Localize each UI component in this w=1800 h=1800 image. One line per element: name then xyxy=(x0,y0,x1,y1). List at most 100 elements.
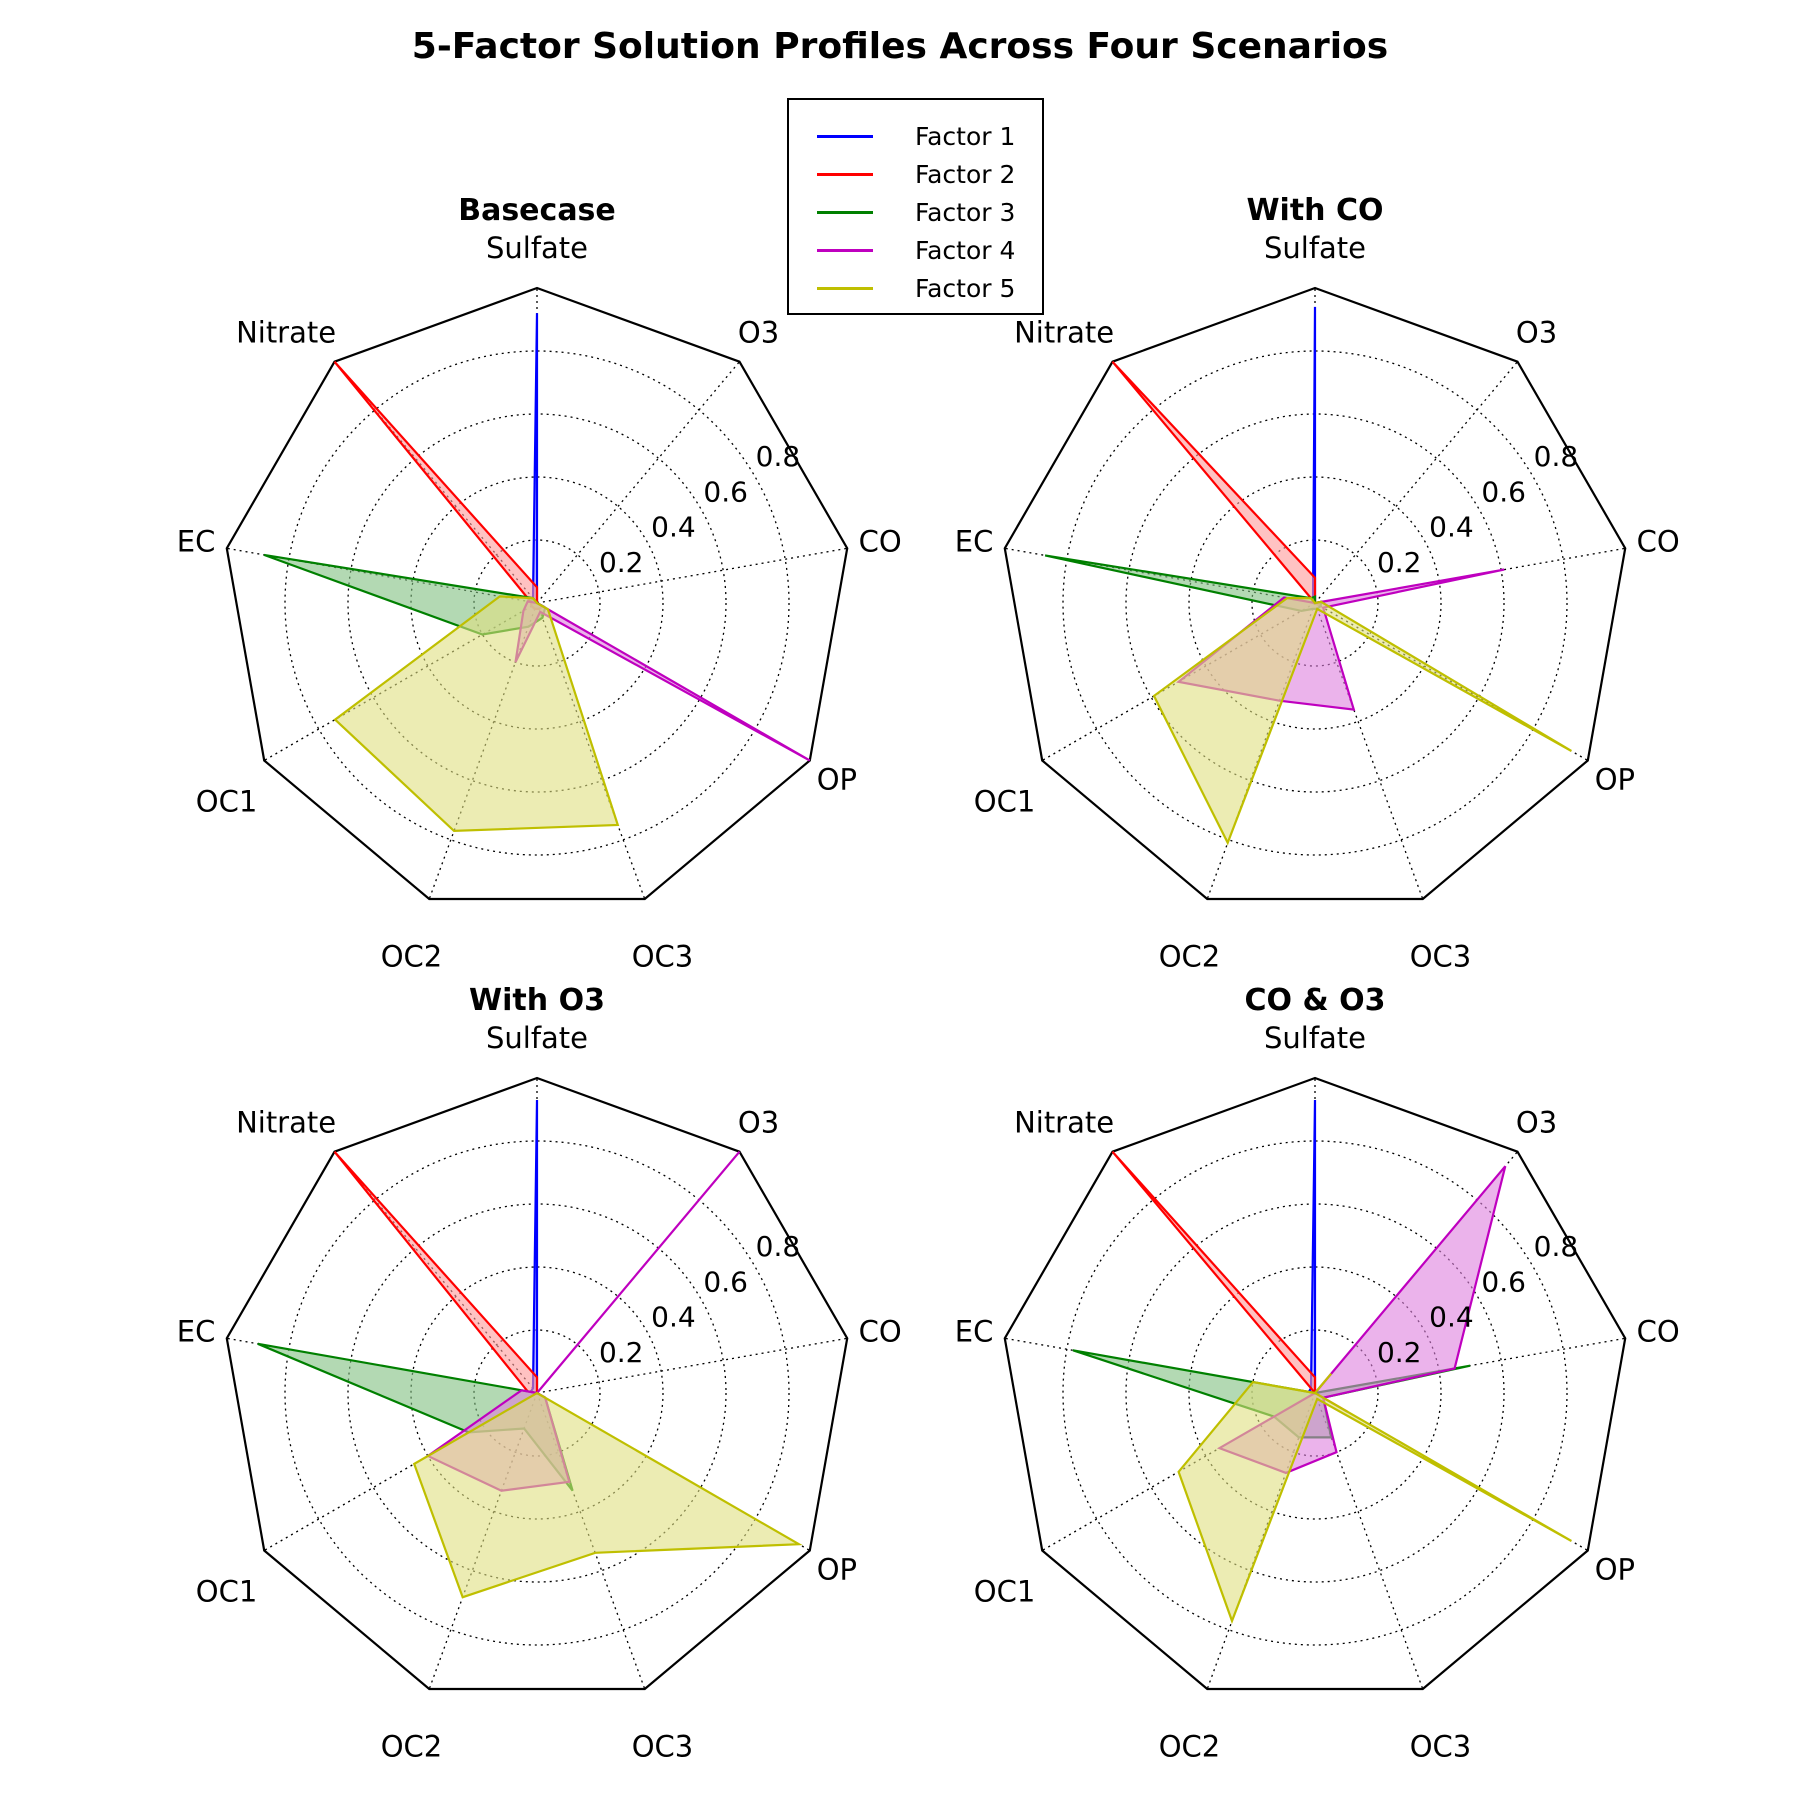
radial-tick-label: 0.4 xyxy=(651,1301,696,1334)
axis-label-oc3: OC3 xyxy=(1410,940,1472,974)
axis-label-op: OP xyxy=(817,1553,857,1587)
legend-swatch-factor-5 xyxy=(817,287,873,290)
axis-label-nitrate: Nitrate xyxy=(236,316,336,350)
radial-tick-label: 0.4 xyxy=(1429,511,1474,544)
panel-title: Basecase xyxy=(458,193,616,228)
radial-tick-label: 0.6 xyxy=(703,475,748,508)
axis-label-co: CO xyxy=(859,525,902,559)
series-factor-1 xyxy=(1307,1099,1317,1395)
grid-ring-3 xyxy=(347,1203,727,1583)
radial-tick-label: 0.8 xyxy=(756,1230,801,1263)
grid-ring-4 xyxy=(1062,350,1568,856)
grid-ring-1 xyxy=(473,1329,601,1457)
grid-ring-3 xyxy=(347,413,727,793)
radial-tick-label: 0.8 xyxy=(1534,1230,1579,1263)
legend-label-factor-4: Factor 4 xyxy=(915,236,1016,265)
spoke-o3 xyxy=(536,361,740,604)
series-factor-5 xyxy=(412,1391,803,1599)
grid-ring-4 xyxy=(284,350,790,856)
axis-label-op: OP xyxy=(1595,1553,1635,1587)
radial-tick-label: 0.8 xyxy=(1534,440,1579,473)
axis-label-nitrate: Nitrate xyxy=(1014,1106,1114,1140)
grid-ring-2 xyxy=(410,476,664,730)
radial-tick-label: 0.6 xyxy=(1481,475,1526,508)
axis-label-oc3: OC3 xyxy=(632,940,694,974)
radar-panel-with-o3: 0.20.40.60.8 Sulfate O3 CO OP OC3 OC2 OC1 EC Nitr… xyxy=(177,983,902,1764)
spoke-co xyxy=(536,1337,848,1394)
axis-label-ec: EC xyxy=(177,1315,216,1349)
radar-panel-co-o3: 0.20.40.60.8 Sulfate O3 CO OP OC3 OC2 OC1 EC Nitr… xyxy=(955,983,1680,1764)
grid-ring-1 xyxy=(1251,539,1379,667)
legend-label-factor-1: Factor 1 xyxy=(915,122,1016,151)
grid-ring-2 xyxy=(1188,476,1442,730)
radial-tick-label: 0.2 xyxy=(599,1336,644,1369)
axis-label-o3: O3 xyxy=(738,1106,779,1140)
axis-label-oc2: OC2 xyxy=(1159,940,1221,974)
series-factor-5 xyxy=(333,595,620,833)
series-factor-2 xyxy=(333,1150,546,1399)
legend-item-factor-4: Factor 4 xyxy=(789,232,1042,270)
legend-swatch-factor-3 xyxy=(817,211,873,214)
axis-label-ec: EC xyxy=(177,525,216,559)
legend-label-factor-5: Factor 5 xyxy=(915,274,1016,303)
legend-swatch-factor-2 xyxy=(817,173,873,176)
radar-frame xyxy=(1003,286,1627,901)
radial-tick-label: 0.2 xyxy=(599,546,644,579)
grid-ring-2 xyxy=(1188,1266,1442,1520)
spoke-oc3 xyxy=(1314,602,1424,900)
spoke-oc1 xyxy=(263,1392,538,1552)
grid-ring-4 xyxy=(284,1140,790,1646)
grid-ring-4 xyxy=(1062,1140,1568,1646)
grid-ring-1 xyxy=(1251,1329,1379,1457)
axis-label-sulfate: Sulfate xyxy=(1264,231,1366,265)
series-factor-2 xyxy=(1111,360,1323,608)
spoke-o3 xyxy=(1314,361,1518,604)
axis-label-oc2: OC2 xyxy=(381,940,443,974)
axis-label-ec: EC xyxy=(955,1315,994,1349)
radial-tick-label: 0.2 xyxy=(1377,1336,1422,1369)
panel-title: With CO xyxy=(1246,193,1383,228)
radar-panel-with-co: 0.20.40.60.8 Sulfate O3 CO OP OC3 OC2 OC1 EC Nitr… xyxy=(955,193,1680,974)
panel-title: CO & O3 xyxy=(1245,983,1386,1018)
grid-ring-2 xyxy=(410,1266,664,1520)
axis-label-op: OP xyxy=(817,763,857,797)
legend-swatch-factor-1 xyxy=(817,135,873,138)
axis-label-sulfate: Sulfate xyxy=(486,1021,588,1055)
axis-label-op: OP xyxy=(1595,763,1635,797)
grid-ring-1 xyxy=(473,539,601,667)
spoke-co xyxy=(536,547,848,604)
axis-label-sulfate: Sulfate xyxy=(486,231,588,265)
radar-frame xyxy=(225,286,849,901)
axis-label-oc1: OC1 xyxy=(974,1575,1036,1609)
axis-label-oc1: OC1 xyxy=(196,1575,258,1609)
series-factor-1 xyxy=(1310,306,1317,605)
series-factor-5 xyxy=(1177,1372,1572,1625)
axis-label-co: CO xyxy=(1637,1315,1680,1349)
axis-label-o3: O3 xyxy=(1516,1106,1557,1140)
axis-label-oc2: OC2 xyxy=(381,1730,443,1764)
radar-frame xyxy=(1003,1076,1627,1691)
axis-label-nitrate: Nitrate xyxy=(1014,316,1114,350)
spoke-oc3 xyxy=(1314,1392,1424,1690)
axis-label-oc3: OC3 xyxy=(632,1730,694,1764)
axis-label-co: CO xyxy=(859,1315,902,1349)
axis-label-sulfate: Sulfate xyxy=(1264,1021,1366,1055)
axis-label-ec: EC xyxy=(955,525,994,559)
radial-tick-label: 0.6 xyxy=(703,1265,748,1298)
radial-tick-label: 0.4 xyxy=(651,511,696,544)
axis-label-oc1: OC1 xyxy=(974,785,1036,819)
axis-label-nitrate: Nitrate xyxy=(236,1106,336,1140)
legend: Factor 1 Factor 2 Factor 3 Factor 4 Fact… xyxy=(787,98,1044,315)
legend-item-factor-2: Factor 2 xyxy=(789,156,1042,194)
grid-ring-3 xyxy=(1125,413,1505,793)
radial-tick-label: 0.2 xyxy=(1377,546,1422,579)
radar-panel-basecase: 0.20.40.60.8 Sulfate O3 CO OP OC3 OC2 OC1 EC Nitr… xyxy=(177,193,902,974)
radar-frame xyxy=(225,1076,849,1691)
radial-tick-label: 0.4 xyxy=(1429,1301,1474,1334)
axis-label-o3: O3 xyxy=(738,316,779,350)
series-factor-1 xyxy=(529,313,545,611)
legend-swatch-factor-4 xyxy=(817,249,873,252)
radial-tick-label: 0.6 xyxy=(1481,1265,1526,1298)
axis-label-co: CO xyxy=(1637,525,1680,559)
